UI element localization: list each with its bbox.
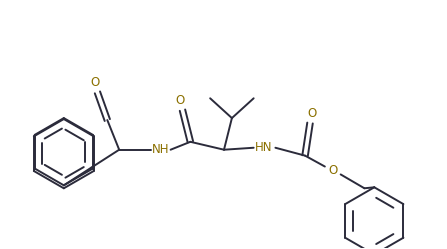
Text: O: O	[176, 94, 185, 107]
Text: HN: HN	[255, 141, 272, 154]
Text: NH: NH	[152, 143, 169, 156]
Text: O: O	[328, 164, 337, 177]
Text: O: O	[91, 76, 100, 89]
Text: O: O	[308, 107, 316, 120]
